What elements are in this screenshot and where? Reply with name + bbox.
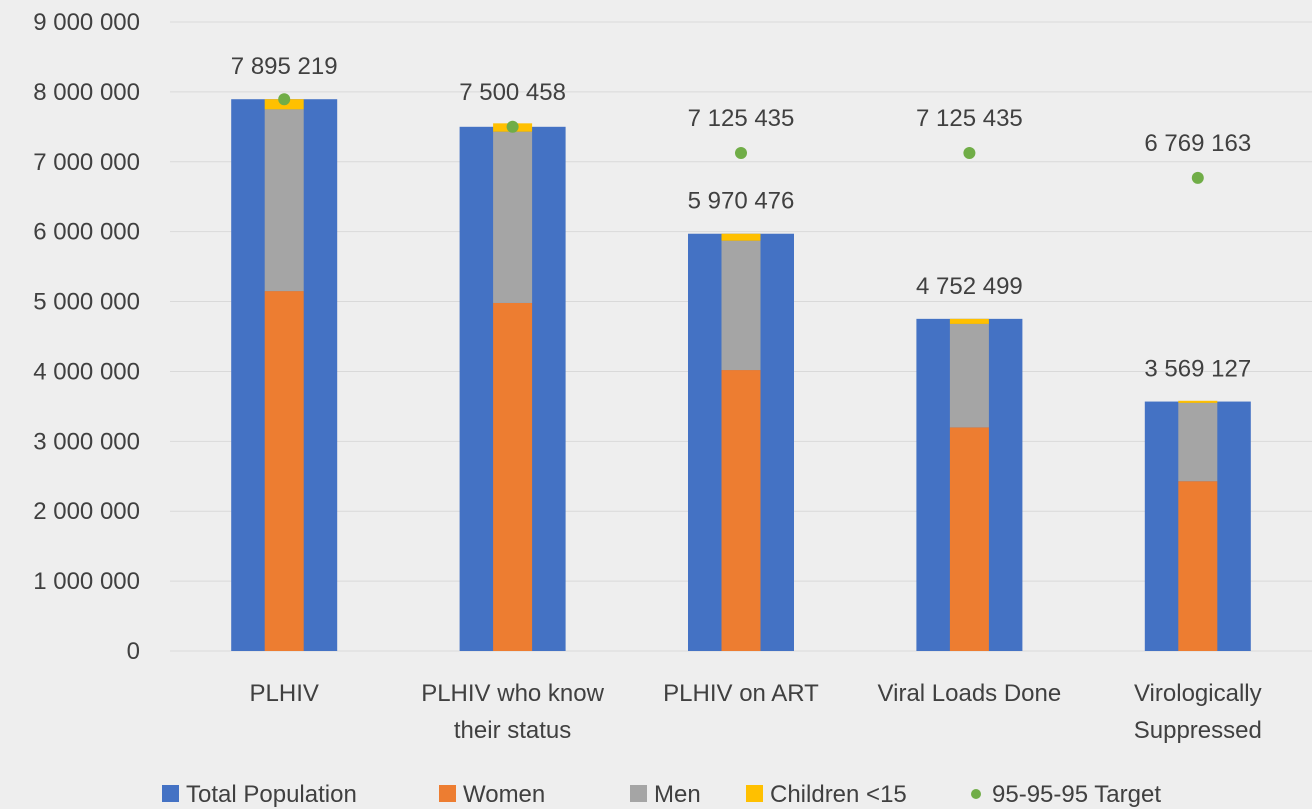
target-value-label: 7 125 435	[688, 105, 795, 132]
bar-women	[1178, 481, 1218, 651]
y-tick-label: 4 000 000	[33, 358, 140, 385]
legend-swatch-men	[630, 785, 647, 802]
target-points	[278, 93, 1204, 184]
data-labels: 7 895 219 7 500 458 5 970 476 7 125 435 4 75…	[231, 53, 1251, 382]
category-label: PLHIV	[250, 680, 319, 707]
target-point	[506, 120, 519, 133]
target-value-label: 7 125 435	[916, 105, 1023, 132]
legend-label-children-15: Children <15	[770, 781, 907, 808]
legend-swatch-children-15	[746, 785, 763, 802]
total-value-label: 4 752 499	[916, 273, 1023, 300]
bar-men	[1178, 402, 1218, 482]
legend-swatch-women	[439, 785, 456, 802]
bar-men	[721, 240, 761, 371]
legend-swatch-95-95-95-target	[971, 789, 981, 799]
legend-label-95-95-95-target: 95-95-95 Target	[992, 781, 1161, 808]
y-tick-label: 8 000 000	[33, 79, 140, 106]
y-tick-label: 0	[127, 638, 140, 665]
bar-women	[264, 291, 304, 651]
category-label: Suppressed	[1134, 717, 1262, 744]
target-point	[735, 147, 747, 160]
category-label: Viral Loads Done	[878, 680, 1062, 707]
bar-children-15	[721, 233, 761, 241]
y-tick-label: 3 000 000	[33, 428, 140, 455]
category-label: their status	[454, 717, 571, 744]
y-tick-label: 6 000 000	[33, 219, 140, 246]
bar-women	[493, 302, 533, 651]
category-label: PLHIV on ART	[663, 680, 819, 707]
y-tick-label: 9 000 000	[33, 9, 140, 36]
y-tick-label: 7 000 000	[33, 149, 140, 176]
legend: Total Population Women Men Children <15 95-9…	[162, 781, 1161, 808]
x-axis-categories: PLHIV PLHIV who know their status PLHIV on …	[250, 680, 1262, 744]
target-point	[963, 147, 976, 160]
total-value-label: 7 895 219	[231, 53, 338, 80]
y-tick-label: 2 000 000	[33, 498, 140, 525]
bar-men	[949, 323, 989, 428]
target-value-label: 7 500 458	[459, 79, 566, 106]
legend-swatch-total-population	[162, 785, 179, 802]
y-axis-ticks: 0 1 000 000 2 000 000 3 000 000 4 000 000 5 0…	[33, 9, 140, 665]
legend-label-women: Women	[463, 781, 545, 808]
target-point	[1191, 171, 1204, 184]
category-label: PLHIV who know	[421, 680, 604, 707]
y-tick-label: 5 000 000	[33, 289, 140, 316]
target-value-label: 6 769 163	[1144, 130, 1251, 157]
bars	[231, 99, 1251, 651]
legend-label-men: Men	[654, 781, 701, 808]
legend-label-total-population: Total Population	[186, 781, 357, 808]
total-value-label: 5 970 476	[688, 188, 795, 215]
y-tick-label: 1 000 000	[33, 568, 140, 595]
total-value-label: 3 569 127	[1144, 356, 1251, 383]
bar-women	[949, 427, 989, 651]
bar-children-15	[949, 318, 989, 324]
bar-children-15	[1178, 400, 1218, 403]
target-point	[278, 93, 291, 106]
bar-women	[721, 370, 761, 651]
bar-men	[493, 131, 533, 303]
category-label: Virologically	[1134, 680, 1262, 707]
bar-men	[264, 109, 304, 292]
